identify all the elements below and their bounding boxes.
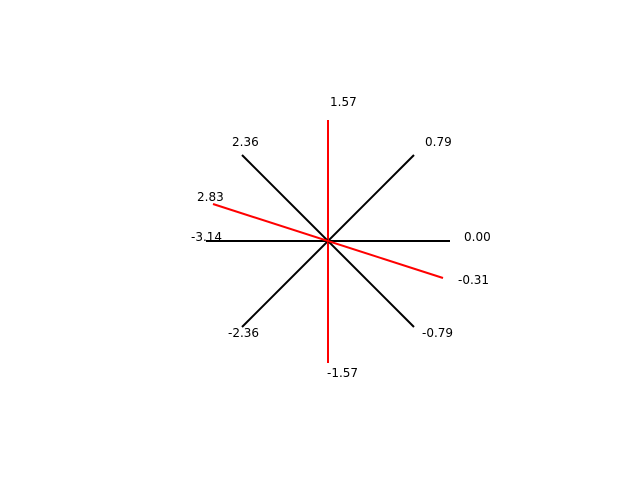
angle-label-2-36: 2.36 — [232, 135, 259, 149]
angle-label-1-57: 1.57 — [330, 95, 357, 109]
angle-label-neg-3-14: -3.14 — [191, 230, 223, 244]
angle-label-2-83: 2.83 — [197, 190, 224, 204]
angle-label-neg-2-36: -2.36 — [228, 326, 260, 340]
angle-label-0-00: 0.00 — [464, 230, 491, 244]
angle-label-neg-0-79: -0.79 — [422, 326, 454, 340]
angle-label-neg-1-57: -1.57 — [327, 366, 359, 380]
angle-label-neg-0-31: -0.31 — [458, 273, 490, 287]
angle-label-0-79: 0.79 — [425, 135, 452, 149]
ray-line-2-83 — [212, 203, 444, 279]
